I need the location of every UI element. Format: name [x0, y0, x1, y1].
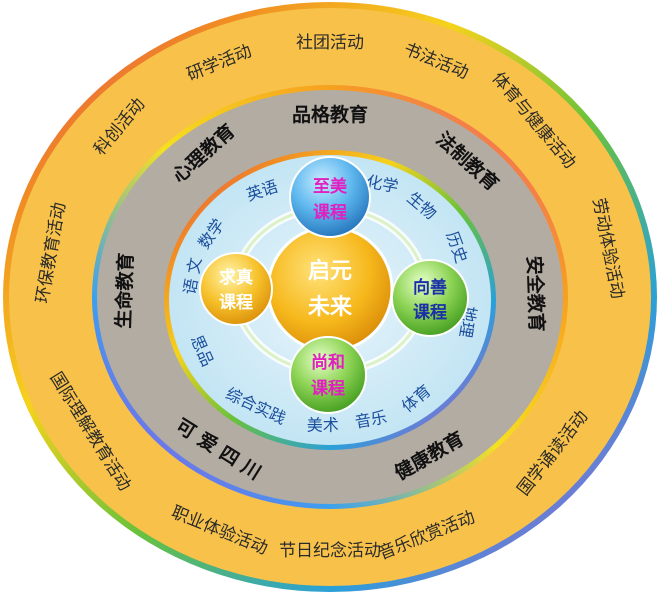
middle-ring-label-5: 生命教育: [112, 252, 138, 329]
course-top-line2: 课程: [313, 203, 347, 223]
course-right-line2: 课程: [413, 303, 447, 323]
course-bottom-line2: 课程: [311, 379, 345, 399]
course-right-line1: 向善: [413, 277, 447, 298]
outer-ring-label-0: 社团活动: [296, 33, 364, 53]
course-left-line2: 课程: [219, 293, 253, 313]
outer-ring-label-6: 节日纪念活动: [279, 540, 381, 561]
course-top: 至美 课程: [289, 156, 371, 238]
course-left-line1: 求真: [219, 267, 253, 288]
middle-ring-label-0: 品格教育: [292, 103, 368, 126]
course-top-line1: 至美: [313, 176, 348, 197]
center-line1: 启元: [308, 258, 352, 284]
center-node: 启元 未来: [266, 225, 394, 353]
middle-ring-label-2: 安全教育: [523, 255, 549, 332]
course-right: 向善 课程: [391, 259, 469, 337]
course-left: 求真 课程: [199, 252, 273, 326]
inner-ring-label-7: 美术: [307, 415, 339, 434]
course-bottom: 尚和 课程: [289, 336, 367, 414]
course-bottom-line1: 尚和: [311, 352, 345, 373]
center-line2: 未来: [308, 294, 353, 320]
